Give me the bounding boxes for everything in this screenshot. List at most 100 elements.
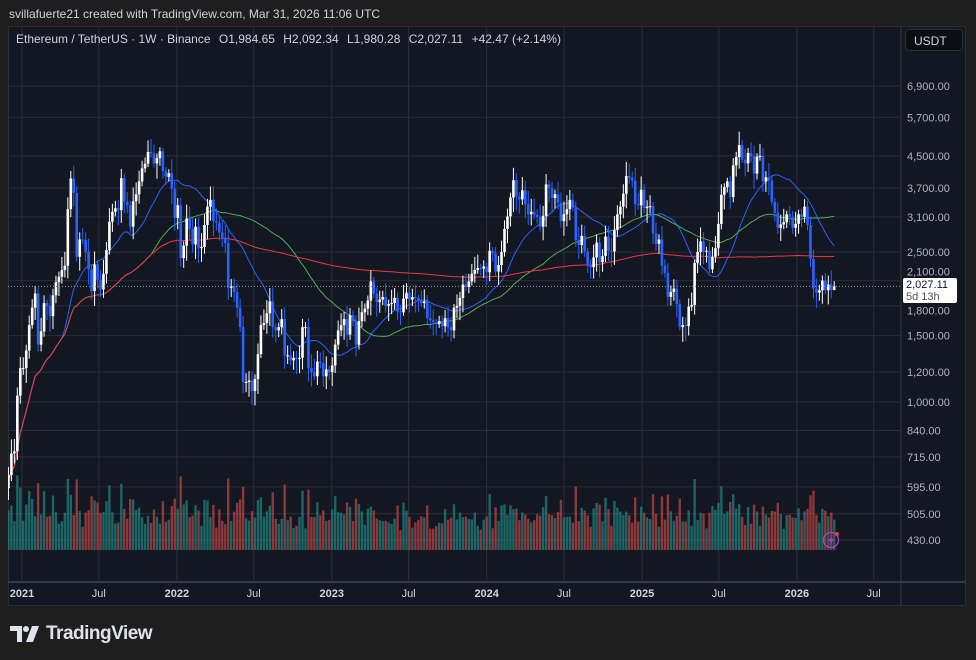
volume-bar	[432, 528, 435, 550]
volume-bar	[488, 494, 491, 550]
volume-bar	[809, 495, 812, 550]
volume-bar	[212, 504, 215, 550]
volume-bar	[366, 508, 370, 550]
candle-body	[96, 264, 99, 280]
alert-dot	[835, 532, 839, 536]
volume-bar	[681, 521, 684, 550]
candle-body	[375, 293, 379, 303]
volume-bar	[565, 516, 569, 550]
candle-body	[13, 451, 16, 454]
tradingview-logo[interactable]: TradingView	[10, 623, 153, 645]
volume-bar	[117, 522, 120, 550]
candle-body	[678, 304, 682, 328]
volume-bar	[791, 517, 794, 550]
volume-bar	[452, 504, 456, 550]
volume-bar	[473, 512, 476, 550]
candle-body	[66, 209, 70, 266]
volume-bar	[535, 514, 539, 550]
volume-bar	[224, 524, 227, 550]
candle-body	[535, 214, 539, 217]
volume-bar	[672, 520, 676, 550]
candle-body	[717, 223, 720, 249]
volume-bar	[518, 520, 521, 550]
volume-bar	[381, 521, 384, 550]
volume-bar	[743, 524, 747, 550]
candle-body	[734, 157, 738, 166]
volume-bar	[13, 521, 16, 550]
candle-body	[283, 319, 286, 356]
volume-bar	[387, 522, 390, 550]
candle-body	[449, 327, 453, 331]
volume-bar	[723, 514, 726, 550]
candle-body	[666, 273, 670, 297]
candle-body	[512, 180, 515, 198]
volume-bar	[604, 497, 607, 550]
volume-bar	[114, 523, 117, 550]
candle-body	[268, 301, 272, 314]
y-tick-label: 1,200.00	[907, 367, 950, 379]
candle-body	[105, 250, 108, 274]
volume-bar	[84, 512, 87, 550]
candle-body	[176, 205, 180, 218]
volume-bar	[96, 502, 99, 550]
candle-body	[705, 250, 708, 252]
candle-body	[791, 216, 794, 228]
candle-body	[586, 251, 589, 266]
volume-bar	[235, 502, 239, 550]
candle-body	[696, 252, 699, 263]
currency-button[interactable]: USDT	[905, 29, 963, 51]
volume-bar	[170, 506, 174, 550]
candle-body	[223, 237, 227, 244]
volume-bar	[274, 518, 277, 550]
candle-body	[120, 178, 123, 211]
volume-bar	[336, 512, 340, 550]
volume-bar	[241, 487, 245, 550]
volume-bar	[541, 507, 545, 550]
volume-bar	[129, 498, 132, 550]
candle-body	[363, 308, 367, 313]
candle-body	[390, 303, 393, 305]
candle-body	[752, 156, 756, 174]
candle-body	[221, 232, 224, 238]
volume-bar	[779, 514, 782, 550]
y-tick-label: 3,700.00	[907, 183, 950, 195]
lightning-icon[interactable]	[822, 531, 840, 549]
candle-body	[408, 292, 411, 300]
candle-body	[42, 303, 46, 332]
volume-bar	[194, 505, 197, 550]
volume-bar	[399, 530, 402, 550]
volume-bar	[164, 521, 168, 550]
candle-body	[182, 245, 185, 259]
candle-body	[10, 453, 13, 476]
candle-body	[60, 270, 64, 277]
candle-body	[645, 206, 649, 209]
candle-body	[690, 304, 693, 307]
symbol-title[interactable]: Ethereum / TetherUS · 1W · Binance	[16, 32, 211, 46]
volume-bar	[821, 508, 824, 550]
volume-bar	[628, 515, 631, 550]
volume-bar	[690, 525, 693, 550]
candle-body	[351, 315, 355, 322]
volume-bar	[607, 509, 610, 550]
candle-body	[714, 248, 717, 257]
volume-bar	[657, 526, 661, 550]
y-tick-label: 715.00	[907, 452, 941, 464]
volume-bar	[705, 528, 708, 550]
x-tick-label: 2025	[630, 588, 654, 600]
volume-bar	[408, 516, 411, 550]
volume-bar	[684, 521, 687, 550]
volume-bar	[761, 506, 765, 550]
candle-body	[803, 206, 806, 217]
volume-bar	[737, 504, 741, 550]
candle-body	[170, 173, 174, 189]
candle-body	[345, 319, 349, 335]
candle-body	[54, 282, 58, 296]
volume-bar	[512, 509, 515, 550]
volume-bar	[72, 515, 75, 550]
candle-body	[209, 199, 212, 207]
candle-body	[452, 307, 456, 331]
volume-bar	[313, 517, 316, 550]
volume-bar	[304, 528, 307, 550]
candle-body	[131, 201, 135, 227]
